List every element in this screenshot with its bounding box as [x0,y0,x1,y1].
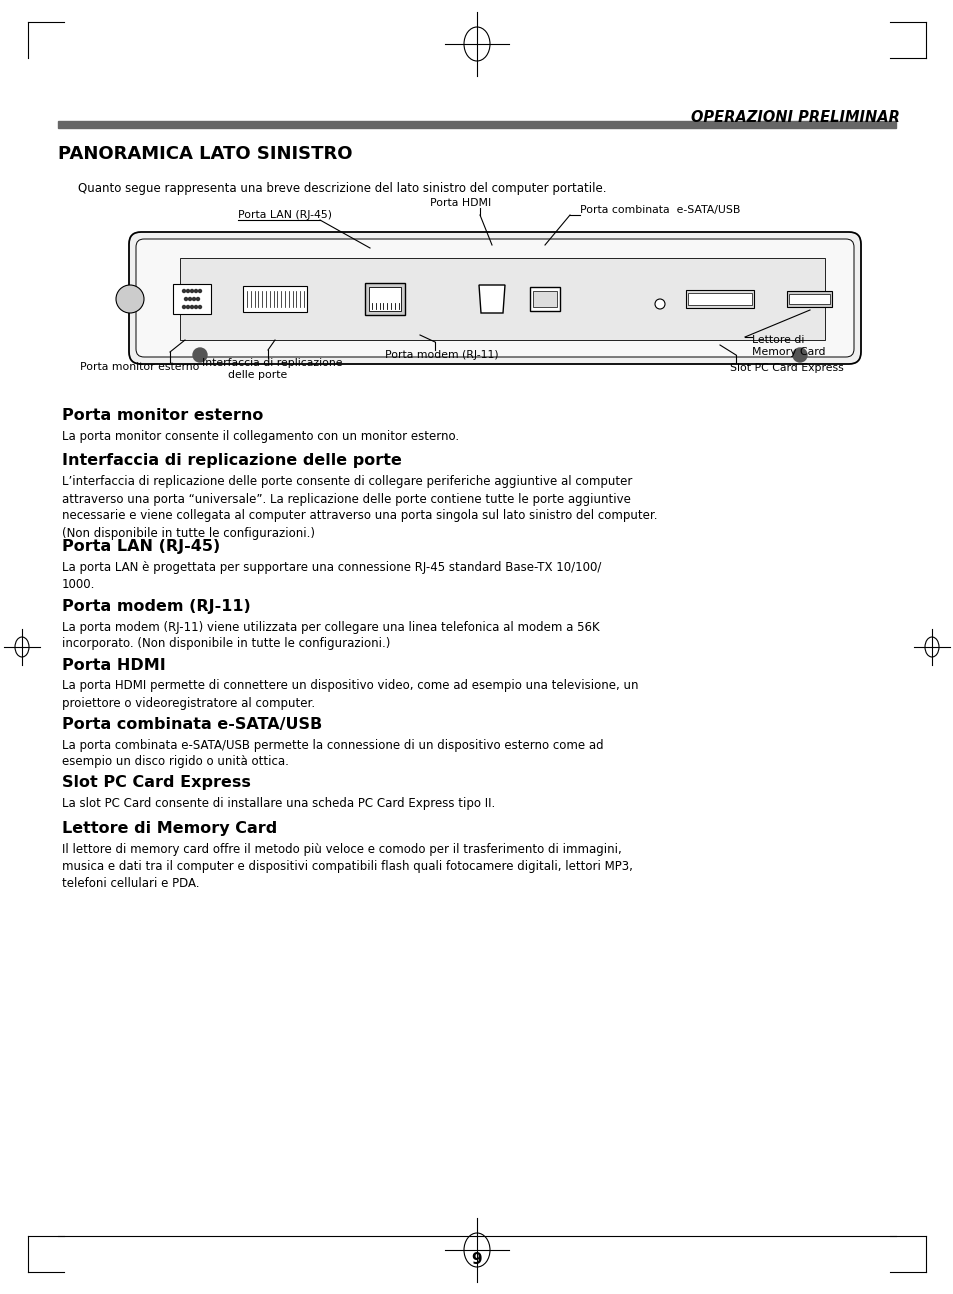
Circle shape [193,298,195,300]
Bar [786,291,832,307]
Text: Porta modem (RJ-11): Porta modem (RJ-11) [62,599,251,613]
Text: Porta modem (RJ-11): Porta modem (RJ-11) [385,349,498,360]
Circle shape [116,285,144,313]
Circle shape [182,305,185,308]
Circle shape [198,305,201,308]
FancyBboxPatch shape [129,232,861,364]
Text: Memory Card: Memory Card [751,347,824,357]
Text: delle porte: delle porte [228,370,287,380]
Text: OPERAZIONI PRELIMINAR: OPERAZIONI PRELIMINAR [690,110,899,126]
Text: La porta HDMI permette di connettere un dispositivo video, come ad esempio una t: La porta HDMI permette di connettere un … [62,679,638,709]
FancyBboxPatch shape [136,239,853,357]
Text: Lettore di: Lettore di [751,335,803,345]
Polygon shape [478,285,504,313]
Text: Porta monitor esterno: Porta monitor esterno [62,408,263,423]
Bar [172,283,211,314]
Circle shape [655,299,664,309]
Text: Porta HDMI: Porta HDMI [430,198,491,208]
Circle shape [194,290,197,292]
Circle shape [191,305,193,308]
Text: Porta HDMI: Porta HDMI [62,657,166,673]
Text: Quanto segue rappresenta una breve descrizione del lato sinistro del computer po: Quanto segue rappresenta una breve descr… [78,182,606,195]
Circle shape [186,290,190,292]
Circle shape [196,298,199,300]
Circle shape [191,290,193,292]
Bar [180,258,824,340]
Text: Interfaccia di replicazione: Interfaccia di replicazione [202,358,342,367]
Circle shape [193,348,207,362]
Bar [789,294,830,304]
Circle shape [182,290,185,292]
Text: Slot PC Card Express: Slot PC Card Express [62,775,251,791]
Text: Lettore di Memory Card: Lettore di Memory Card [62,820,277,836]
Text: Interfaccia di replicazione delle porte: Interfaccia di replicazione delle porte [62,453,401,468]
Bar [533,291,557,307]
Text: La porta combinata e-SATA/USB permette la connessione di un dispositivo esterno : La porta combinata e-SATA/USB permette l… [62,739,603,769]
Text: 9: 9 [471,1251,482,1267]
Bar [685,290,753,308]
Text: La porta monitor consente il collegamento con un monitor esterno.: La porta monitor consente il collegament… [62,430,458,443]
Bar [687,292,751,305]
Text: La porta modem (RJ-11) viene utilizzata per collegare una linea telefonica al mo: La porta modem (RJ-11) viene utilizzata … [62,621,599,651]
Text: Porta monitor esterno: Porta monitor esterno [80,362,199,371]
Text: PANORAMICA LATO SINISTRO: PANORAMICA LATO SINISTRO [58,145,352,163]
Text: L’interfaccia di replicazione delle porte consente di collegare periferiche aggi: L’interfaccia di replicazione delle port… [62,475,657,540]
Bar [365,283,405,314]
Text: Porta LAN (RJ-45): Porta LAN (RJ-45) [237,210,332,220]
Text: Porta combinata e-SATA/USB: Porta combinata e-SATA/USB [62,717,322,731]
Circle shape [198,290,201,292]
Bar [530,287,559,311]
Circle shape [194,305,197,308]
Text: Porta LAN (RJ-45): Porta LAN (RJ-45) [62,540,220,555]
Bar [58,122,895,128]
Circle shape [184,298,188,300]
Bar [243,286,307,312]
Text: La porta LAN è progettata per supportare una connessione RJ-45 standard Base-TX : La porta LAN è progettata per supportare… [62,562,600,591]
Text: Il lettore di memory card offre il metodo più veloce e comodo per il trasferimen: Il lettore di memory card offre il metod… [62,842,632,890]
Text: La slot PC Card consente di installare una scheda PC Card Express tipo II.: La slot PC Card consente di installare u… [62,797,495,810]
Circle shape [792,348,806,362]
Bar [369,287,400,311]
Text: Porta combinata  e-SATA/USB: Porta combinata e-SATA/USB [579,204,740,215]
Text: Slot PC Card Express: Slot PC Card Express [729,364,842,373]
Circle shape [186,305,190,308]
Circle shape [189,298,192,300]
